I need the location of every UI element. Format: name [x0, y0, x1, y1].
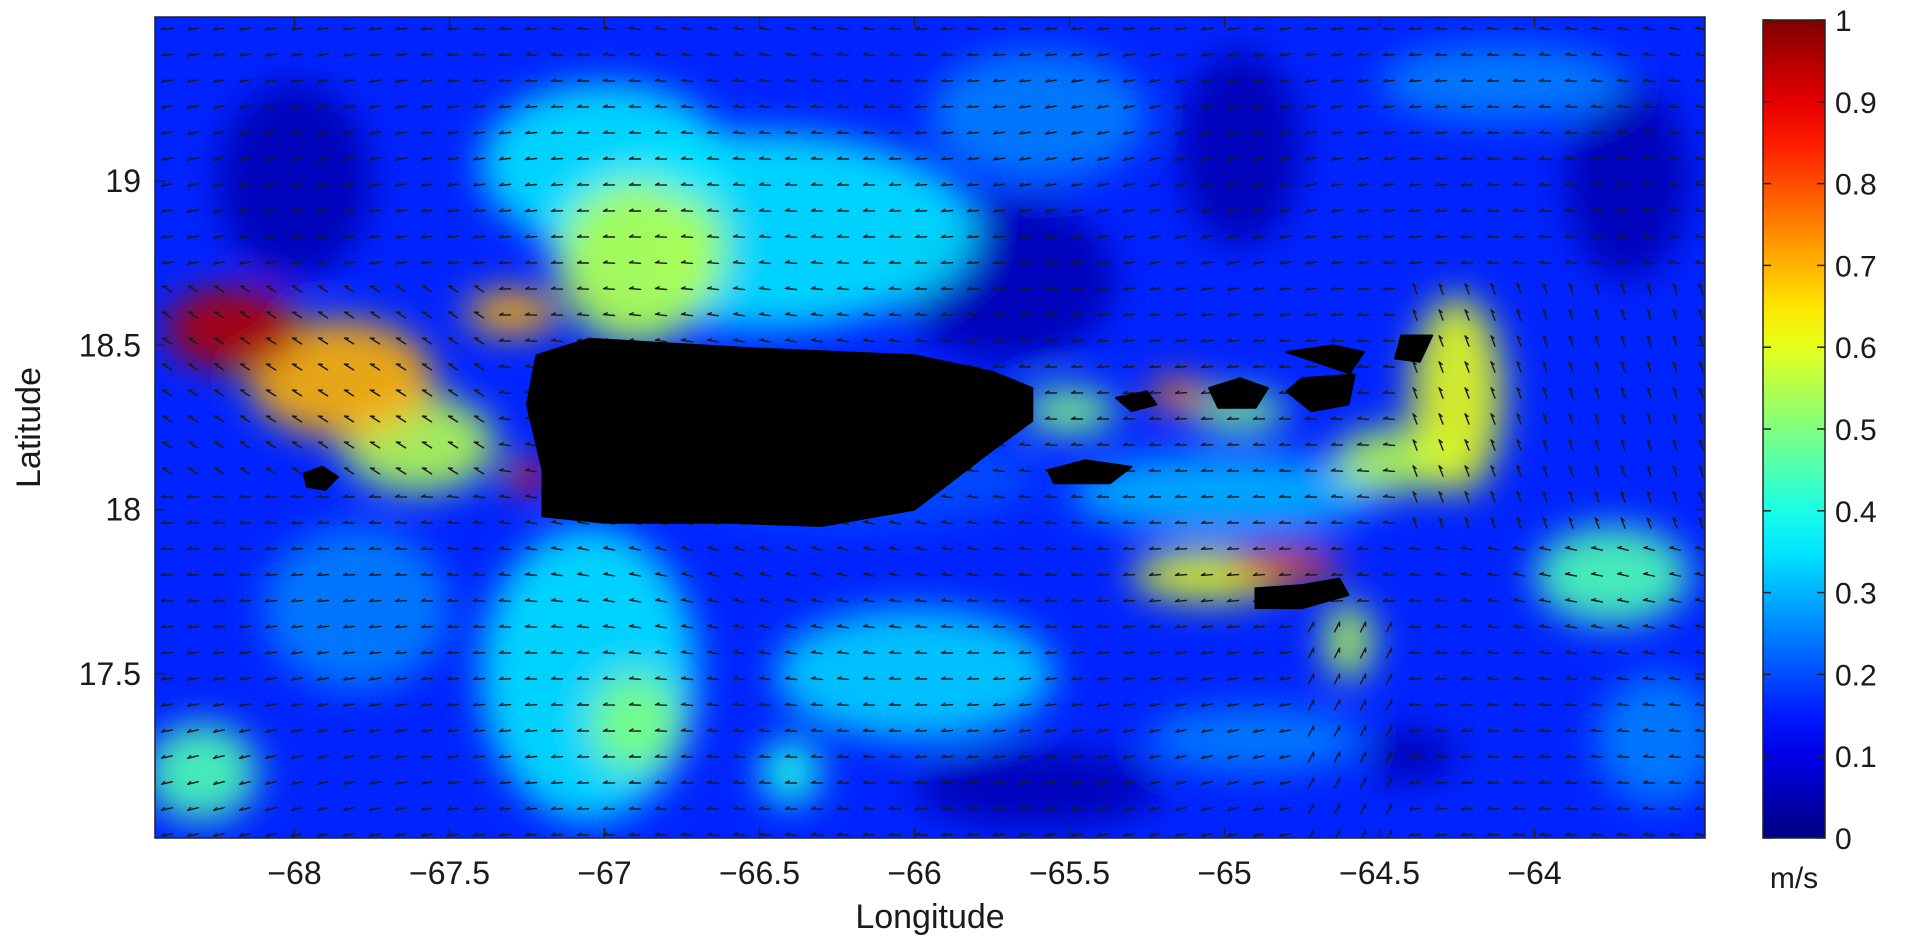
x-tick-label: −64	[1507, 855, 1561, 891]
colorbar-tick-label: 0.2	[1835, 659, 1877, 692]
land-masses	[302, 334, 1434, 610]
speed-region	[480, 526, 698, 822]
y-tick-label: 19	[105, 163, 141, 199]
speed-region	[155, 723, 258, 822]
plot-frame	[154, 16, 1706, 839]
colorbar-tick-label: 0.9	[1835, 87, 1877, 120]
speed-region	[930, 49, 1147, 182]
x-tick-label: −67	[577, 855, 631, 891]
y-axis-ticks: 17.5 18 18.5 19	[79, 163, 1705, 692]
colorbar-ticks: 0 0.1 0.2 0.3 0.4 0.5 0.6 0.7 0.8 0.9 1	[1763, 5, 1877, 856]
speed-region	[465, 289, 558, 336]
colorbar-tick-label: 1	[1835, 5, 1852, 38]
speed-region	[1178, 49, 1302, 247]
land-mass	[1115, 390, 1158, 413]
land-mass	[1254, 577, 1350, 610]
speed-region	[1534, 526, 1690, 625]
colorbar-tick-label: 0.5	[1835, 414, 1877, 447]
speed-region	[914, 749, 1163, 829]
x-axis-label: Longitude	[855, 898, 1004, 936]
speed-region	[164, 286, 301, 372]
x-tick-label: −65	[1197, 855, 1251, 891]
speed-region	[248, 319, 434, 438]
speed-region	[1323, 601, 1374, 681]
y-axis-label: Latitude	[10, 367, 48, 488]
speed-region	[1147, 706, 1364, 773]
x-tick-label: −67.5	[409, 855, 490, 891]
speed-region	[1147, 378, 1209, 412]
speed-region	[217, 82, 372, 280]
x-tick-label: −66	[887, 855, 941, 891]
colorbar-unit-label: m/s	[1770, 862, 1818, 895]
colorbar-tick-label: 0.1	[1835, 741, 1877, 774]
plot-area	[155, 17, 1705, 838]
colorbar	[1762, 19, 1826, 839]
land-mass	[1285, 344, 1365, 413]
speed-region	[1023, 388, 1116, 435]
colorbar-tick-label: 0.4	[1835, 496, 1877, 529]
x-axis-ticks: −68 −67.5 −67 −66.5 −66 −65.5 −65 −64.5 −64	[267, 17, 1562, 891]
land-mass	[1046, 459, 1133, 485]
y-tick-label: 17.5	[79, 656, 141, 692]
land-mass	[302, 465, 339, 491]
colorbar-tick-label: 0.6	[1835, 332, 1877, 365]
speed-region	[759, 739, 822, 806]
speed-region	[1596, 673, 1705, 806]
colorbar-tick-label: 0.7	[1835, 250, 1877, 283]
colorbar-tick-label: 0	[1835, 823, 1852, 856]
speed-region	[1565, 82, 1690, 280]
y-tick-label: 18.5	[79, 327, 141, 363]
x-tick-label: −65.5	[1029, 855, 1110, 891]
speed-region	[1410, 296, 1504, 494]
speed-region	[589, 673, 682, 773]
y-tick-label: 18	[105, 492, 141, 528]
speed-region	[1379, 43, 1628, 123]
colorbar-tick-label: 0.8	[1835, 169, 1877, 202]
land-mass	[1208, 377, 1269, 409]
speed-region	[505, 460, 549, 494]
current-vectors	[160, 26, 1705, 838]
speed-region	[1364, 729, 1457, 783]
speed-region	[263, 526, 450, 691]
land-mass	[526, 337, 1034, 527]
speed-region	[1069, 453, 1380, 533]
speed-region	[775, 608, 1054, 740]
x-tick-label: −68	[267, 855, 321, 891]
speed-region	[1230, 549, 1343, 582]
colorbar-tick-label: 0.3	[1835, 578, 1877, 611]
vector-arrows	[160, 26, 1705, 838]
x-tick-label: −64.5	[1339, 855, 1420, 891]
x-tick-label: −66.5	[719, 855, 800, 891]
land-mass	[1394, 334, 1434, 363]
